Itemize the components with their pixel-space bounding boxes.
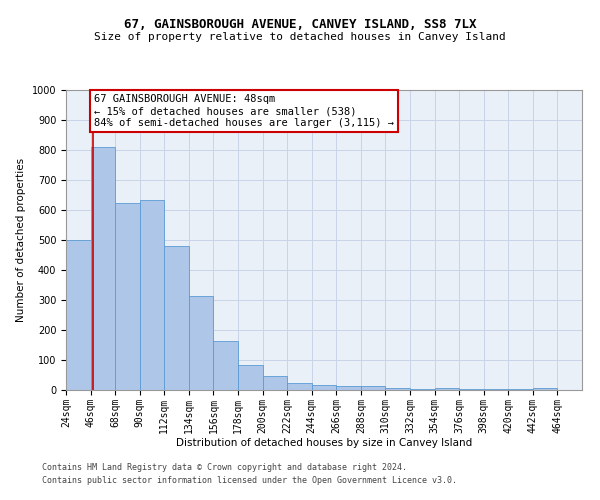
Bar	[287, 382, 312, 390]
Text: Contains HM Land Registry data © Crown copyright and database right 2024.: Contains HM Land Registry data © Crown c…	[42, 464, 407, 472]
Bar	[115, 204, 140, 390]
Bar	[410, 388, 434, 390]
Bar	[66, 240, 91, 390]
Bar	[312, 384, 336, 390]
Bar	[434, 388, 459, 390]
Bar	[214, 341, 238, 390]
Bar	[164, 246, 189, 390]
Text: Contains public sector information licensed under the Open Government Licence v3: Contains public sector information licen…	[42, 476, 457, 485]
Bar	[484, 389, 508, 390]
Bar	[459, 389, 484, 390]
Bar	[508, 389, 533, 390]
Y-axis label: Number of detached properties: Number of detached properties	[16, 158, 26, 322]
Text: 67, GAINSBOROUGH AVENUE, CANVEY ISLAND, SS8 7LX: 67, GAINSBOROUGH AVENUE, CANVEY ISLAND, …	[124, 18, 476, 30]
Bar	[263, 376, 287, 390]
Bar	[336, 386, 361, 390]
Text: Size of property relative to detached houses in Canvey Island: Size of property relative to detached ho…	[94, 32, 506, 42]
Bar	[533, 388, 557, 390]
Bar	[238, 366, 263, 390]
Text: 67 GAINSBOROUGH AVENUE: 48sqm
← 15% of detached houses are smaller (538)
84% of : 67 GAINSBOROUGH AVENUE: 48sqm ← 15% of d…	[94, 94, 394, 128]
Bar	[361, 386, 385, 390]
Bar	[189, 296, 214, 390]
Bar	[91, 147, 115, 390]
X-axis label: Distribution of detached houses by size in Canvey Island: Distribution of detached houses by size …	[176, 438, 472, 448]
Bar	[385, 388, 410, 390]
Bar	[140, 200, 164, 390]
